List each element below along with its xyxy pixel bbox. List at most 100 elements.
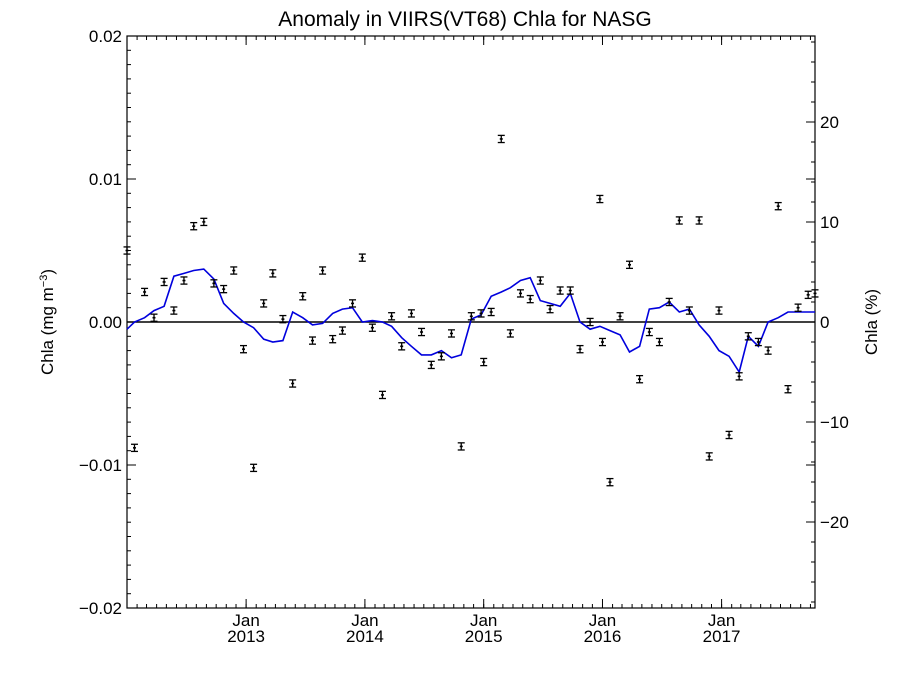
data-point bbox=[487, 307, 495, 317]
data-point bbox=[269, 269, 277, 278]
y-axis-label-superscript: −3 bbox=[38, 275, 50, 288]
data-point bbox=[725, 430, 733, 440]
data-point bbox=[636, 374, 644, 384]
series-line-group bbox=[126, 268, 815, 374]
data-point bbox=[309, 336, 317, 345]
data-point bbox=[705, 452, 713, 461]
x-tick-year-label: 2017 bbox=[703, 627, 741, 646]
y-axis-label-close: ) bbox=[38, 269, 57, 275]
chart-title: Anomaly in VIIRS(VT68) Chla for NASG bbox=[278, 8, 651, 31]
data-point bbox=[774, 201, 782, 211]
x-tick-month-label: Jan bbox=[232, 611, 259, 630]
y-tick-label: −0.01 bbox=[79, 456, 122, 475]
data-point bbox=[319, 266, 327, 275]
data-point bbox=[546, 304, 554, 314]
data-point bbox=[289, 379, 297, 388]
data-point bbox=[210, 279, 218, 288]
data-point bbox=[744, 332, 752, 341]
y2-tick-label: −20 bbox=[820, 513, 849, 532]
y-tick-label: 0.02 bbox=[89, 27, 122, 46]
x-tick-year-label: 2014 bbox=[346, 627, 384, 646]
data-point bbox=[240, 344, 248, 354]
running-mean-line bbox=[126, 268, 815, 374]
y2-tick-label: 20 bbox=[820, 113, 839, 132]
data-point bbox=[220, 284, 228, 294]
data-point bbox=[606, 477, 614, 487]
data-point bbox=[407, 309, 415, 318]
y-axis-label: Chla (mg m−3) bbox=[38, 269, 57, 375]
y-tick-label: −0.02 bbox=[79, 599, 122, 618]
data-point bbox=[398, 342, 406, 351]
data-point bbox=[437, 352, 445, 361]
y-axis-label-main: Chla (mg m bbox=[38, 287, 57, 375]
data-point bbox=[200, 217, 208, 227]
data-point bbox=[349, 299, 357, 308]
data-point bbox=[784, 384, 792, 394]
data-point bbox=[497, 134, 505, 144]
x-tick-year-label: 2016 bbox=[584, 627, 622, 646]
data-point bbox=[735, 372, 743, 381]
data-point bbox=[250, 463, 258, 473]
data-point bbox=[556, 286, 564, 295]
minor-ticks bbox=[126, 35, 815, 609]
data-point bbox=[457, 442, 465, 451]
data-point bbox=[665, 297, 673, 307]
data-point bbox=[598, 337, 606, 347]
data-point bbox=[685, 306, 693, 315]
data-point bbox=[180, 276, 188, 285]
data-point bbox=[506, 329, 514, 338]
y-tick-label: 0.01 bbox=[89, 170, 122, 189]
data-point bbox=[279, 314, 287, 324]
data-point bbox=[586, 317, 594, 327]
data-point bbox=[794, 303, 802, 312]
data-point bbox=[418, 327, 426, 337]
data-point bbox=[695, 216, 703, 225]
data-point bbox=[427, 360, 435, 370]
data-point bbox=[804, 290, 812, 300]
data-point bbox=[536, 276, 544, 285]
data-point bbox=[477, 309, 485, 318]
x-tick-year-label: 2015 bbox=[465, 627, 503, 646]
data-point bbox=[576, 344, 584, 354]
data-point bbox=[299, 292, 307, 301]
data-point bbox=[754, 337, 762, 347]
data-point bbox=[150, 313, 158, 322]
data-point bbox=[388, 312, 396, 321]
x-tick-month-label: Jan bbox=[470, 611, 497, 630]
data-point bbox=[368, 323, 376, 332]
data-point bbox=[675, 216, 683, 225]
data-point bbox=[655, 337, 663, 347]
data-point bbox=[329, 334, 337, 344]
data-point bbox=[566, 286, 574, 295]
data-point bbox=[123, 246, 131, 255]
data-point bbox=[170, 306, 178, 315]
data-point bbox=[645, 327, 653, 337]
data-point bbox=[230, 266, 238, 275]
data-point bbox=[338, 326, 346, 335]
data-point bbox=[141, 287, 149, 297]
data-point bbox=[358, 253, 366, 262]
y2-axis-label: Chla (%) bbox=[862, 289, 881, 355]
data-point bbox=[447, 329, 455, 338]
x-tick-month-label: Jan bbox=[708, 611, 735, 630]
y2-tick-label: −10 bbox=[820, 413, 849, 432]
y2-tick-label: 0 bbox=[820, 313, 829, 332]
x-tick-month-label: Jan bbox=[351, 611, 378, 630]
y-tick-label: 0.00 bbox=[89, 313, 122, 332]
data-point bbox=[480, 357, 488, 367]
data-point bbox=[764, 346, 772, 355]
data-point bbox=[625, 260, 633, 270]
data-point bbox=[516, 289, 524, 298]
x-tick-year-label: 2013 bbox=[227, 627, 265, 646]
data-point bbox=[616, 312, 624, 321]
data-point bbox=[130, 443, 138, 453]
data-point bbox=[378, 390, 386, 400]
data-point bbox=[715, 306, 723, 315]
x-tick-month-label: Jan bbox=[589, 611, 616, 630]
data-point bbox=[190, 221, 198, 231]
data-point bbox=[526, 294, 534, 304]
y-axis-right: 20 10 0 −10 −20 bbox=[806, 113, 849, 532]
data-point bbox=[811, 289, 819, 298]
